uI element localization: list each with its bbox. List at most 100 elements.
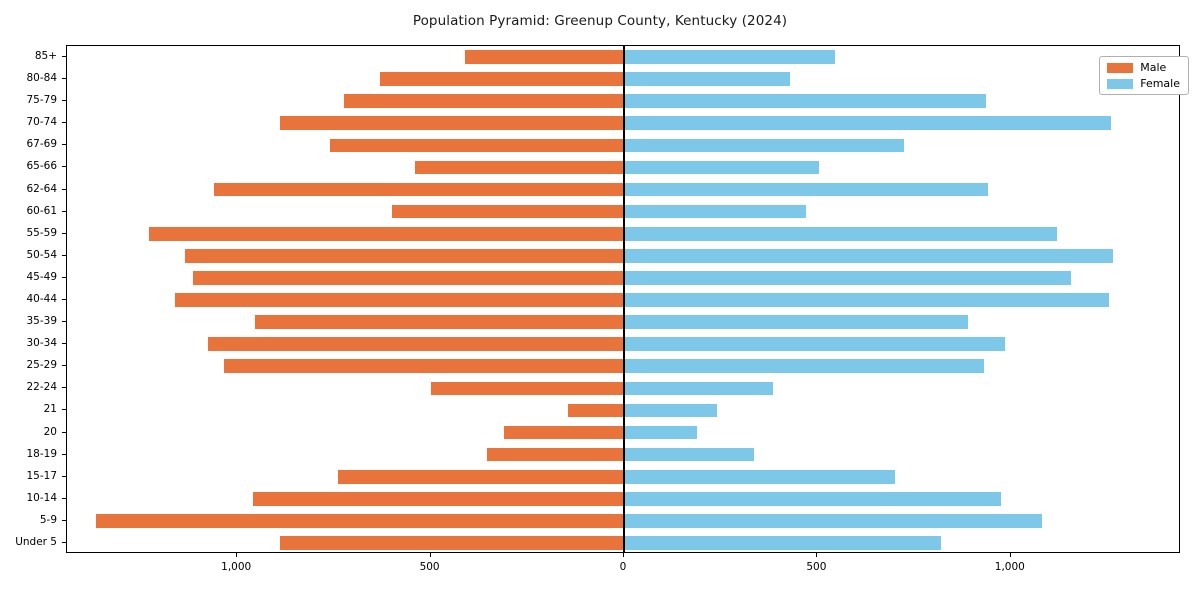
- bar-row: [67, 182, 1179, 197]
- y-tick-mark: [62, 365, 66, 367]
- bar-female: [624, 116, 1112, 131]
- y-tick-mark: [62, 232, 66, 234]
- y-tick-mark: [62, 387, 66, 389]
- y-tick-label: 62-64: [26, 182, 57, 195]
- y-tick-label: 30-34: [26, 336, 57, 349]
- y-tick-mark: [62, 409, 66, 411]
- y-tick-mark: [62, 188, 66, 190]
- legend-swatch-male: [1107, 62, 1134, 73]
- legend-label: Male: [1140, 61, 1167, 74]
- bar-row: [67, 293, 1179, 307]
- bar-row: [67, 50, 1179, 64]
- bar-male: [213, 182, 624, 197]
- bar-row: [67, 248, 1179, 263]
- bar-row: [67, 425, 1179, 440]
- y-tick-label: 55-59: [26, 226, 57, 239]
- bar-row: [67, 138, 1179, 153]
- y-tick-mark: [62, 519, 66, 521]
- x-tick-mark: [1009, 553, 1011, 557]
- x-axis: 1,000 500 0 500 1,000: [0, 553, 1200, 593]
- y-tick-mark: [62, 56, 66, 58]
- x-tick-label: 1,000: [221, 561, 252, 573]
- bar-female: [624, 469, 895, 484]
- bar-female: [624, 403, 717, 418]
- bar-female: [624, 160, 820, 175]
- bar-male: [192, 271, 624, 285]
- bar-male: [149, 226, 624, 241]
- y-tick-mark: [62, 254, 66, 256]
- y-axis: 85+ 80-84 75-79 70-74 67-69 65-66 62-64 60-61 55…: [0, 45, 66, 553]
- bar-male: [504, 425, 624, 440]
- bar-female: [624, 271, 1071, 285]
- bar-row: [67, 337, 1179, 351]
- y-tick-label: 25-29: [26, 359, 57, 371]
- bar-female: [624, 72, 791, 86]
- bar-male: [337, 469, 624, 484]
- legend-label: Female: [1140, 77, 1180, 90]
- bar-row: [67, 226, 1179, 241]
- y-tick-mark: [62, 321, 66, 323]
- bar-male: [184, 248, 624, 263]
- y-tick-label: 5-9: [39, 513, 57, 526]
- bar-male: [415, 160, 624, 175]
- legend-entry-male[interactable]: Male: [1107, 62, 1180, 73]
- bar-row: [67, 94, 1179, 109]
- bar-male: [391, 204, 624, 219]
- bar-female: [624, 293, 1110, 307]
- x-tick-label: 0: [619, 561, 627, 573]
- bar-male: [430, 381, 624, 396]
- y-tick-mark: [62, 210, 66, 212]
- x-tick-mark: [816, 553, 818, 557]
- bar-male: [464, 50, 624, 64]
- bar-row: [67, 469, 1179, 484]
- bar-female: [624, 425, 698, 440]
- y-tick-label: 60-61: [26, 204, 57, 217]
- bar-male: [252, 491, 624, 506]
- y-tick-label: 50-54: [26, 248, 57, 261]
- y-tick-label: 70-74: [26, 116, 57, 129]
- bar-female: [624, 204, 806, 219]
- x-tick-mark: [429, 553, 431, 557]
- bar-female: [624, 138, 905, 153]
- bar-female: [624, 536, 942, 550]
- y-tick-mark: [62, 276, 66, 278]
- bar-female: [624, 337, 1005, 351]
- bar-male: [486, 447, 624, 462]
- y-tick-label: 75-79: [26, 93, 57, 106]
- bar-female: [624, 359, 984, 374]
- chart-legend: Male Female: [1099, 56, 1189, 95]
- bar-male: [567, 403, 624, 418]
- plot-area: [66, 45, 1180, 553]
- bar-female: [624, 491, 1002, 506]
- bar-row: [67, 116, 1179, 131]
- legend-swatch-female: [1107, 78, 1134, 89]
- bar-male: [175, 293, 624, 307]
- y-tick-label: 40-44: [26, 292, 57, 305]
- x-tick-mark: [236, 553, 238, 557]
- y-tick-label: 10-14: [26, 491, 57, 504]
- y-tick-mark: [62, 431, 66, 433]
- y-tick-label: 20: [43, 425, 57, 438]
- bar-row: [67, 536, 1179, 550]
- bar-female: [624, 226, 1058, 241]
- y-tick-mark: [62, 100, 66, 102]
- bar-female: [624, 94, 986, 109]
- y-tick-mark: [62, 541, 66, 543]
- bar-row: [67, 491, 1179, 506]
- bar-row: [67, 160, 1179, 175]
- y-tick-mark: [62, 122, 66, 124]
- bar-female: [624, 50, 835, 64]
- bar-female: [624, 182, 988, 197]
- y-tick-label: 80-84: [26, 71, 57, 84]
- bar-male: [380, 72, 624, 86]
- y-tick-mark: [62, 343, 66, 345]
- y-tick-label: 85+: [34, 49, 57, 62]
- bar-row: [67, 403, 1179, 418]
- bar-row: [67, 72, 1179, 86]
- y-tick-mark: [62, 166, 66, 168]
- legend-entry-female[interactable]: Female: [1107, 78, 1180, 89]
- y-tick-mark: [62, 453, 66, 455]
- bar-female: [624, 514, 1042, 528]
- bar-male: [254, 315, 624, 329]
